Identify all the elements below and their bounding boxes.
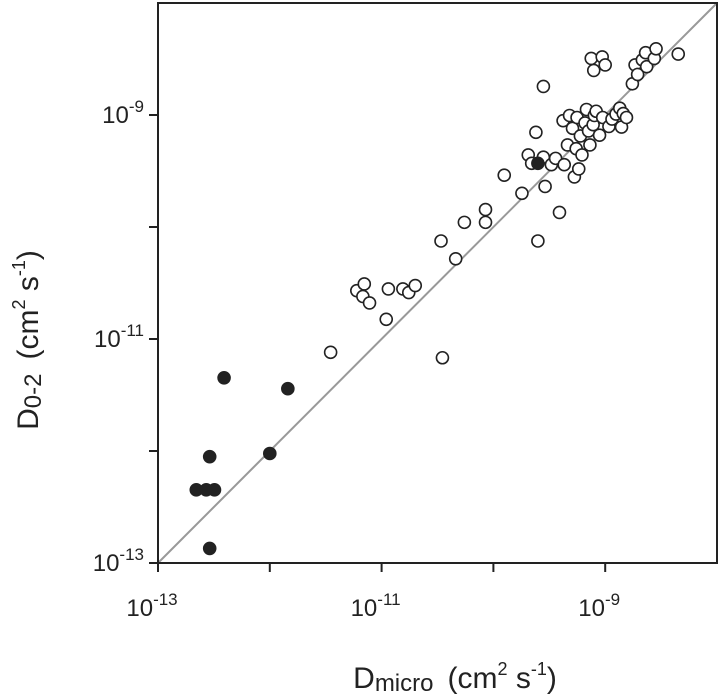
data-point-filled: [207, 483, 222, 497]
data-point-open: [408, 278, 423, 293]
y-label-units-mid: s: [12, 276, 45, 299]
axes: 10-13 10-11 10-9 10-13 10-11 10-9: [93, 2, 718, 622]
plot-frame: [157, 2, 718, 564]
data-point-open: [531, 234, 545, 248]
y-axis-label: D0-2 (cm2 s-1): [9, 250, 47, 430]
x-tick-label: 10-11: [351, 590, 401, 622]
data-point-open: [592, 128, 607, 143]
y-label-units-pre: (cm: [12, 310, 45, 360]
data-point-open: [557, 157, 572, 172]
data-point-filled: [262, 446, 277, 461]
data-point-filled: [202, 541, 217, 556]
data-point-open: [379, 312, 394, 327]
data-point-open: [448, 252, 463, 266]
x-tick-label: 10-13: [126, 590, 177, 622]
data-point-open: [529, 125, 543, 140]
data-point-open: [619, 110, 634, 125]
y-tick-label: 10-9: [102, 97, 144, 129]
data-point-open: [478, 202, 493, 217]
plot-area: [157, 2, 718, 564]
y-tick-label: 10-11: [94, 321, 144, 353]
data-point-open: [552, 205, 567, 220]
y-label-units-post: ): [12, 250, 45, 260]
data-point-filled: [531, 156, 545, 171]
data-point-open: [536, 79, 551, 94]
data-point-open: [435, 350, 450, 365]
data-point-open: [584, 51, 599, 66]
x-tick-label: 10-9: [578, 590, 620, 622]
x-label-main: D: [353, 662, 375, 695]
data-point-open: [571, 162, 586, 176]
x-label-units-exp2: -1: [531, 659, 547, 679]
x-label-units-exp1: 2: [497, 659, 507, 679]
data-point-open: [630, 67, 645, 82]
x-label-units-post: ): [547, 662, 557, 695]
data-point-open: [598, 58, 613, 72]
data-point-filled: [217, 371, 231, 385]
data-point-filled: [281, 381, 295, 396]
y-tick-label: 10-13: [93, 545, 144, 577]
one-to-one-line: [157, 2, 718, 564]
data-point-open: [381, 282, 396, 296]
data-point-open: [583, 138, 597, 152]
y-label-units-exp2: -1: [9, 260, 29, 276]
x-label-units-pre: (cm: [447, 662, 497, 695]
data-point-filled: [202, 449, 217, 464]
data-point-open: [478, 215, 493, 230]
data-point-open: [649, 42, 663, 56]
x-axis-label: Dmicro (cm2 s-1): [353, 659, 557, 697]
data-point-open: [575, 148, 589, 162]
data-point-open: [457, 215, 472, 230]
x-label-sub: micro: [375, 670, 434, 697]
data-point-open: [362, 296, 377, 310]
y-label-main: D: [12, 408, 45, 430]
x-label-units-mid: s: [507, 662, 530, 695]
data-point-open: [639, 59, 654, 74]
data-point-open: [538, 179, 552, 194]
data-point-open: [323, 345, 338, 360]
data-point-open: [515, 186, 529, 201]
y-label-sub: 0-2: [20, 374, 47, 409]
data-point-open: [357, 277, 372, 291]
data-point-open: [671, 47, 686, 61]
data-point-open: [586, 63, 601, 78]
y-label-units-exp1: 2: [9, 300, 29, 310]
data-point-open: [497, 168, 512, 183]
data-point-open: [434, 234, 448, 248]
